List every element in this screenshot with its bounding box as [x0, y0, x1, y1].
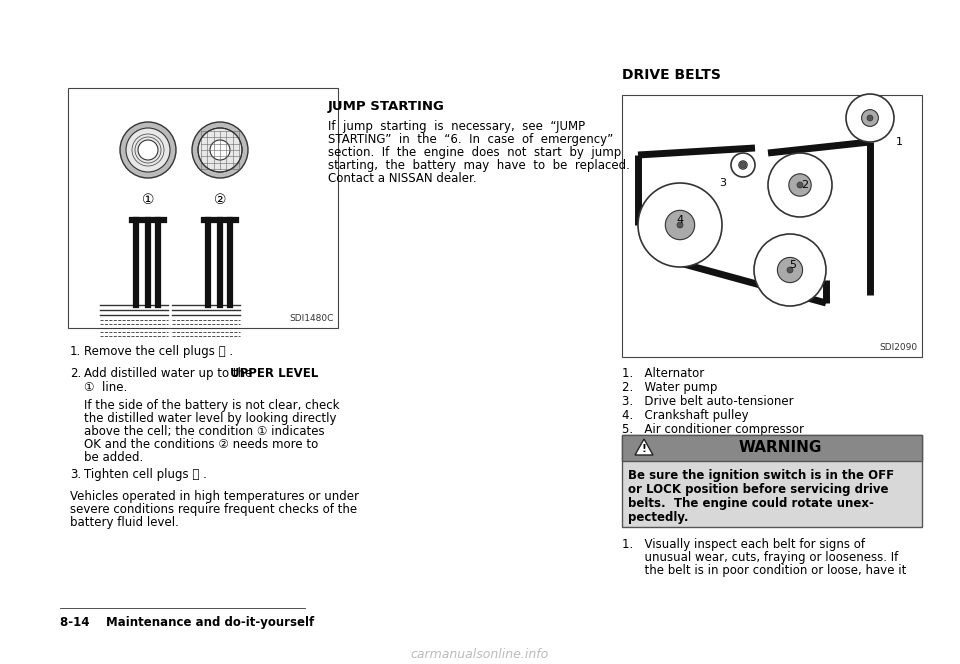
Text: 2.: 2. [70, 367, 82, 380]
Circle shape [210, 140, 230, 160]
Text: STARTING”  in  the  “6.  In  case  of  emergency”: STARTING” in the “6. In case of emergenc… [328, 133, 613, 146]
Text: section.  If  the  engine  does  not  start  by  jump: section. If the engine does not start by… [328, 146, 621, 159]
Text: !: ! [641, 444, 646, 454]
Text: battery fluid level.: battery fluid level. [70, 516, 179, 529]
Text: belts.  The engine could rotate unex-: belts. The engine could rotate unex- [628, 497, 874, 510]
Text: 3.   Drive belt auto-tensioner: 3. Drive belt auto-tensioner [622, 395, 794, 408]
Circle shape [739, 161, 747, 169]
Text: 2: 2 [802, 180, 808, 190]
Text: 1.: 1. [70, 345, 82, 358]
Text: 1.   Alternator: 1. Alternator [622, 367, 705, 380]
Text: Vehicles operated in high temperatures or under: Vehicles operated in high temperatures o… [70, 490, 359, 503]
Text: above the cell; the condition ① indicates: above the cell; the condition ① indicate… [84, 425, 324, 438]
Circle shape [754, 234, 826, 306]
Text: UPPER LEVEL: UPPER LEVEL [230, 367, 319, 380]
Text: JUMP STARTING: JUMP STARTING [328, 100, 444, 113]
Text: Add distilled water up to the: Add distilled water up to the [84, 367, 256, 380]
Text: 3: 3 [719, 178, 727, 188]
Bar [622, 95, 922, 357]
Circle shape [138, 140, 158, 160]
Text: 5.   Air conditioner compressor: 5. Air conditioner compressor [622, 423, 804, 436]
Text: Remove the cell plugs Ⓐ .: Remove the cell plugs Ⓐ . [84, 345, 233, 358]
Text: 2.   Water pump: 2. Water pump [622, 381, 717, 394]
Circle shape [198, 128, 242, 172]
Bar [622, 435, 922, 527]
Text: Tighten cell plugs Ⓐ .: Tighten cell plugs Ⓐ . [84, 468, 206, 481]
Text: or LOCK position before servicing drive: or LOCK position before servicing drive [628, 483, 889, 496]
Bar [68, 88, 338, 328]
Text: 1: 1 [896, 137, 902, 147]
Circle shape [665, 210, 695, 240]
Text: OK and the conditions ② needs more to: OK and the conditions ② needs more to [84, 438, 319, 451]
Circle shape [768, 153, 832, 217]
Circle shape [192, 122, 248, 178]
Circle shape [638, 183, 722, 267]
Circle shape [846, 94, 894, 142]
Text: Contact a NISSAN dealer.: Contact a NISSAN dealer. [328, 172, 476, 185]
Text: WARNING: WARNING [738, 440, 822, 456]
Circle shape [787, 267, 793, 273]
Text: the belt is in poor condition or loose, have it: the belt is in poor condition or loose, … [622, 564, 906, 577]
Text: severe conditions require frequent checks of the: severe conditions require frequent check… [70, 503, 357, 516]
Text: unusual wear, cuts, fraying or looseness. If: unusual wear, cuts, fraying or looseness… [622, 551, 899, 564]
Text: SDI1480C: SDI1480C [290, 314, 334, 323]
Text: starting,  the  battery  may  have  to  be  replaced.: starting, the battery may have to be rep… [328, 159, 630, 172]
Text: 4.   Crankshaft pulley: 4. Crankshaft pulley [622, 409, 749, 422]
Bar [622, 435, 922, 461]
Circle shape [731, 153, 755, 177]
Circle shape [126, 128, 170, 172]
Text: ①  line.: ① line. [84, 381, 128, 394]
Text: If  jump  starting  is  necessary,  see  “JUMP: If jump starting is necessary, see “JUMP [328, 120, 586, 133]
Text: 3.: 3. [70, 468, 82, 481]
Text: If the side of the battery is not clear, check: If the side of the battery is not clear,… [84, 399, 340, 412]
Circle shape [797, 182, 803, 188]
Circle shape [789, 174, 811, 196]
Circle shape [677, 222, 683, 228]
Text: 8-14    Maintenance and do-it-yourself: 8-14 Maintenance and do-it-yourself [60, 616, 314, 629]
Text: SDI2090: SDI2090 [880, 343, 918, 352]
Text: 1.   Visually inspect each belt for signs of: 1. Visually inspect each belt for signs … [622, 538, 865, 551]
Text: ①: ① [142, 193, 155, 207]
Text: carmanualsonline.info: carmanualsonline.info [411, 648, 549, 661]
Text: ②: ② [214, 193, 227, 207]
Circle shape [867, 115, 873, 121]
Text: 5: 5 [789, 260, 797, 270]
Circle shape [778, 258, 803, 283]
Text: be added.: be added. [84, 451, 143, 464]
Circle shape [862, 110, 878, 126]
Circle shape [740, 162, 746, 168]
Text: DRIVE BELTS: DRIVE BELTS [622, 68, 721, 82]
Text: the distilled water level by looking directly: the distilled water level by looking dir… [84, 412, 337, 425]
Text: 4: 4 [677, 215, 684, 225]
Text: pectedly.: pectedly. [628, 511, 688, 524]
Polygon shape [635, 439, 653, 455]
Circle shape [120, 122, 176, 178]
Text: Be sure the ignition switch is in the OFF: Be sure the ignition switch is in the OF… [628, 469, 894, 482]
